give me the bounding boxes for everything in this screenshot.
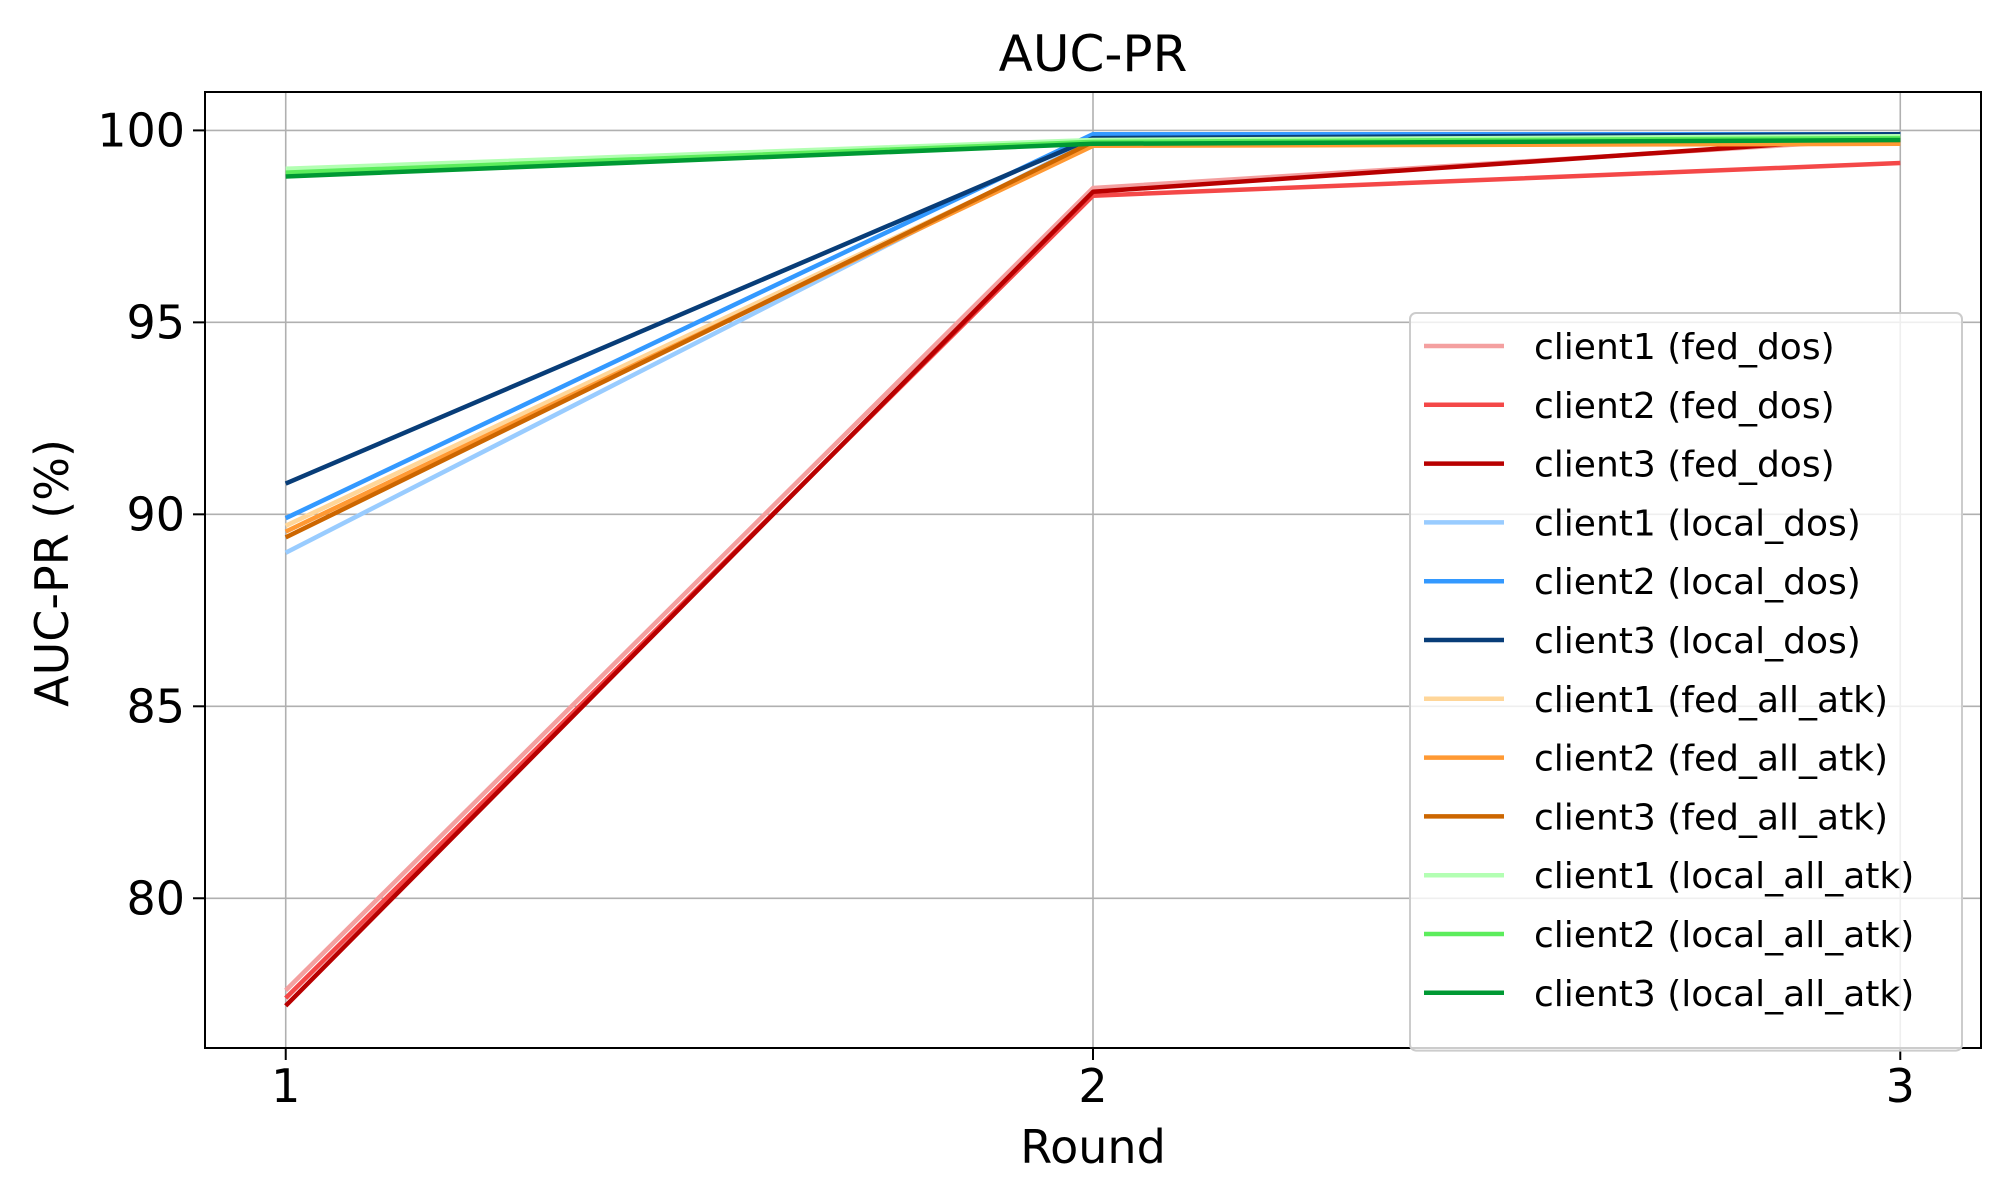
series-line-3 — [284, 133, 1901, 1008]
y-tick-label: 90 — [126, 487, 185, 541]
y-tick-label: 95 — [126, 295, 185, 349]
legend-label: client1 (local_all_atk) — [1534, 856, 1914, 897]
legend-label: client1 (local_dos) — [1534, 503, 1861, 544]
legend-label: client3 (fed_dos) — [1534, 445, 1835, 486]
y-axis-label: AUC-PR (%) — [25, 439, 79, 707]
legend-label: client2 (local_all_atk) — [1534, 915, 1914, 956]
y-tick-label: 80 — [126, 871, 185, 925]
y-tick-label: 85 — [126, 679, 185, 733]
legend-label: client3 (local_all_atk) — [1534, 974, 1914, 1015]
legend-frame — [1409, 312, 1963, 1052]
legend-label: client1 (fed_all_atk) — [1534, 680, 1888, 721]
legend-label: client2 (fed_all_atk) — [1534, 739, 1888, 780]
series-line-12 — [285, 137, 1901, 179]
legend-label: client3 (local_dos) — [1534, 621, 1861, 662]
legend: client1 (fed_dos) client2 (fed_dos)client… — [1409, 312, 1963, 1052]
legend-label: client3 (fed_all_atk) — [1534, 797, 1888, 838]
chart-title: AUC-PR — [999, 25, 1188, 83]
series-lines — [284, 131, 1901, 1008]
x-tick-label: 1 — [271, 1059, 300, 1113]
x-tick-label: 2 — [1078, 1059, 1107, 1113]
y-tick-label: 100 — [97, 103, 185, 157]
legend-label: client2 (fed_dos) — [1534, 386, 1835, 427]
legend-label: client1 (fed_dos) — [1534, 327, 1835, 368]
series-line-2 — [284, 160, 1901, 1000]
x-tick-label: 3 — [1886, 1059, 1915, 1113]
legend-label: client2 (local_dos) — [1534, 562, 1861, 603]
axis-ticks: 1 2 3 80 85 90 95 100 — [97, 103, 1915, 1113]
x-axis-label: Round — [1020, 1120, 1166, 1174]
